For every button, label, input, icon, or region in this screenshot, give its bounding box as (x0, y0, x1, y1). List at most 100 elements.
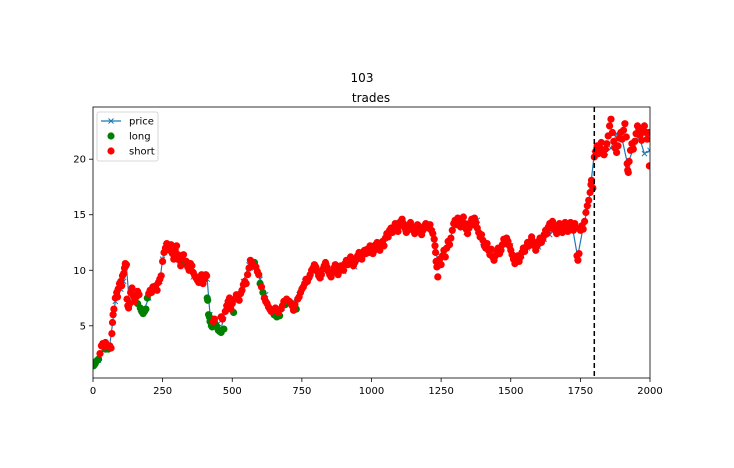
short-marker (497, 246, 505, 254)
short-marker (603, 140, 611, 148)
short-marker (210, 315, 218, 323)
chart-suptitle: 103 (351, 71, 374, 85)
short-marker (238, 286, 246, 294)
short-marker (118, 282, 126, 290)
short-marker (340, 266, 348, 274)
x-tick-label: 1750 (568, 386, 593, 397)
short-marker (394, 227, 402, 235)
short-marker (624, 168, 632, 177)
short-marker (107, 344, 115, 352)
legend-long-label: long (129, 132, 151, 143)
short-marker (431, 242, 439, 250)
short-marker (221, 307, 229, 315)
short-marker (629, 145, 637, 153)
short-marker (543, 230, 551, 238)
legend-short-label: short (129, 147, 155, 158)
x-tick-label: 1500 (498, 386, 523, 397)
short-marker (291, 301, 299, 309)
short-marker (619, 126, 628, 134)
short-marker (128, 284, 136, 292)
long-marker (259, 288, 267, 297)
price-marker (647, 147, 650, 154)
short-marker (235, 296, 243, 304)
short-marker (108, 318, 117, 327)
short-marker (122, 261, 130, 269)
short-marker (447, 234, 455, 242)
short-marker (179, 251, 188, 259)
short-marker (606, 122, 614, 130)
short-marker (225, 294, 234, 302)
short-marker (257, 283, 266, 291)
short-marker (597, 138, 605, 147)
short-marker (582, 208, 590, 217)
short-marker (445, 241, 454, 249)
legend-short-swatch (107, 147, 115, 155)
short-marker (426, 221, 434, 229)
short-marker (120, 270, 128, 278)
long-marker (220, 325, 228, 333)
y-tick-label: 5 (80, 321, 86, 332)
short-marker (645, 162, 650, 170)
short-marker (608, 128, 617, 137)
short-marker (585, 196, 593, 204)
short-marker (600, 151, 608, 159)
short-marker (459, 213, 467, 221)
short-marker (113, 293, 122, 301)
short-marker (177, 262, 185, 270)
legend-long-swatch (107, 132, 115, 140)
short-marker (244, 271, 252, 279)
short-marker (135, 291, 143, 299)
short-marker (159, 257, 167, 265)
short-marker (441, 253, 449, 261)
short-marker (430, 235, 438, 243)
short-marker (242, 280, 250, 288)
short-marker (153, 286, 161, 294)
x-tick-label: 500 (223, 386, 242, 397)
short-marker (607, 115, 615, 123)
short-marker (631, 137, 639, 145)
short-marker (587, 176, 596, 184)
x-tick-label: 250 (153, 386, 172, 397)
legend-price-marker (108, 118, 114, 124)
short-marker (331, 261, 339, 269)
short-marker (472, 218, 480, 227)
short-marker (203, 272, 211, 280)
y-tick-label: 10 (73, 266, 86, 277)
short-marker (334, 271, 342, 279)
short-marker (167, 241, 175, 249)
short-marker (645, 128, 650, 137)
short-marker (218, 315, 227, 323)
short-marker (432, 248, 440, 257)
short-marker (613, 148, 621, 157)
short-marker (289, 306, 298, 314)
short-marker (255, 271, 263, 279)
y-tick-label: 15 (73, 210, 86, 221)
long-marker (142, 305, 150, 313)
short-marker (108, 330, 116, 338)
short-marker (640, 122, 649, 130)
short-marker (574, 256, 582, 264)
short-marker (614, 142, 622, 150)
short-marker (575, 250, 583, 258)
short-marker (589, 184, 597, 192)
short-marker (625, 157, 633, 165)
short-marker (579, 225, 587, 233)
x-tick-label: 0 (90, 386, 96, 397)
y-tick-label: 20 (73, 155, 86, 166)
short-marker (157, 272, 165, 280)
short-marker (437, 261, 445, 269)
short-marker (464, 230, 472, 238)
short-marker (483, 240, 491, 248)
short-marker (429, 230, 437, 238)
short-marker (643, 135, 650, 143)
short-marker (477, 231, 486, 239)
short-marker (109, 311, 117, 319)
short-marker (380, 242, 388, 250)
short-marker (173, 242, 181, 250)
short-marker (621, 120, 629, 128)
short-marker (610, 137, 618, 145)
short-marker (96, 350, 104, 358)
short-marker (581, 217, 589, 225)
short-marker (188, 262, 196, 270)
